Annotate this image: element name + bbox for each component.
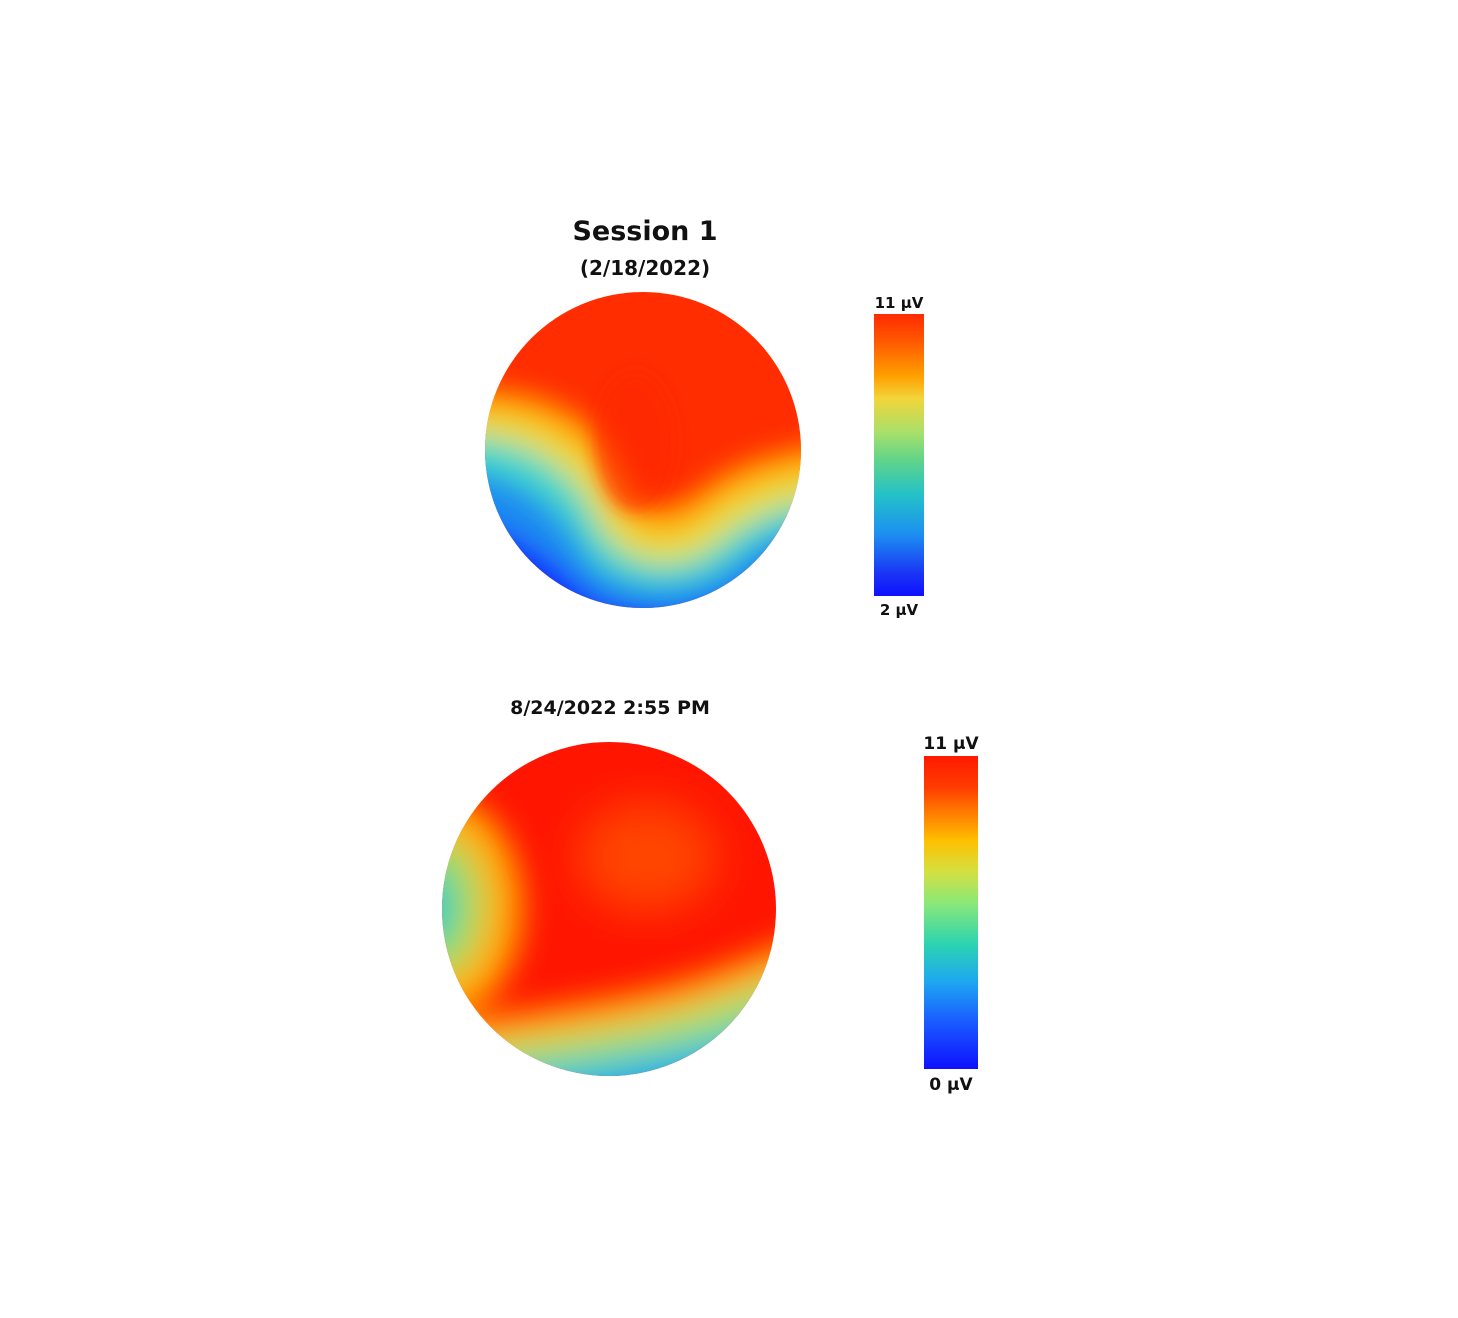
colorbar-2-min-label: 0 µV bbox=[929, 1075, 973, 1095]
topographic-map-session-2 bbox=[442, 742, 776, 1076]
colorbar-session-1 bbox=[874, 314, 924, 596]
colorbar-1-min-label: 2 µV bbox=[879, 601, 919, 619]
panel-2-title: 8/24/2022 2:55 PM bbox=[510, 697, 710, 719]
topographic-map-session-1 bbox=[485, 292, 801, 608]
colorbar-session-2 bbox=[924, 756, 978, 1069]
panel-1-title: Session 1 bbox=[572, 216, 718, 247]
colorbar-2-max-label: 11 µV bbox=[923, 734, 979, 754]
colorbar-1-max-label: 11 µV bbox=[874, 294, 924, 312]
panel-1-subtitle: (2/18/2022) bbox=[579, 256, 711, 280]
